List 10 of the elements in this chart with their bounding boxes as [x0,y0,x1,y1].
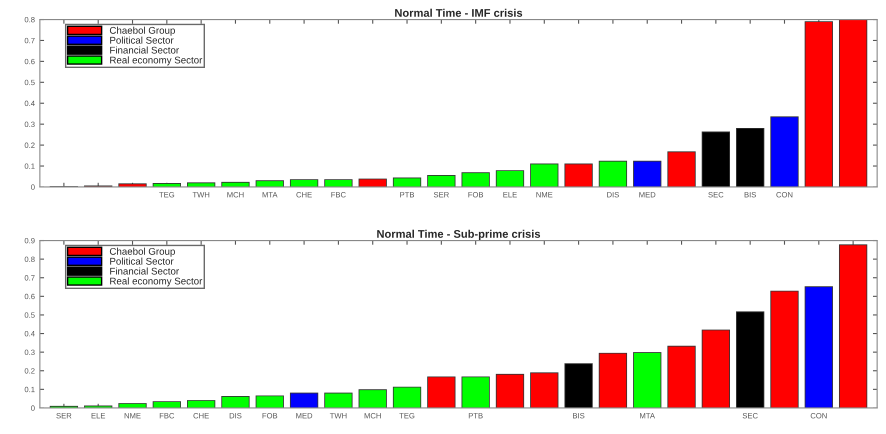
legend-label: Chaebol Group [110,248,175,257]
legend-label: Chaebol Group [110,26,175,36]
legend-label: Financial Sector [110,267,179,275]
legend-label: Real economy Sector [110,56,202,66]
legend-label: Political Sector [110,36,174,44]
chart-title: Normal Time - IMF crisis [395,8,522,17]
legend-label: Real economy Sector [110,277,202,286]
legend-label: Political Sector [110,258,174,265]
legend-label: Financial Sector [110,46,179,54]
chart-title: Normal Time - Sub-prime crisis [377,230,540,240]
